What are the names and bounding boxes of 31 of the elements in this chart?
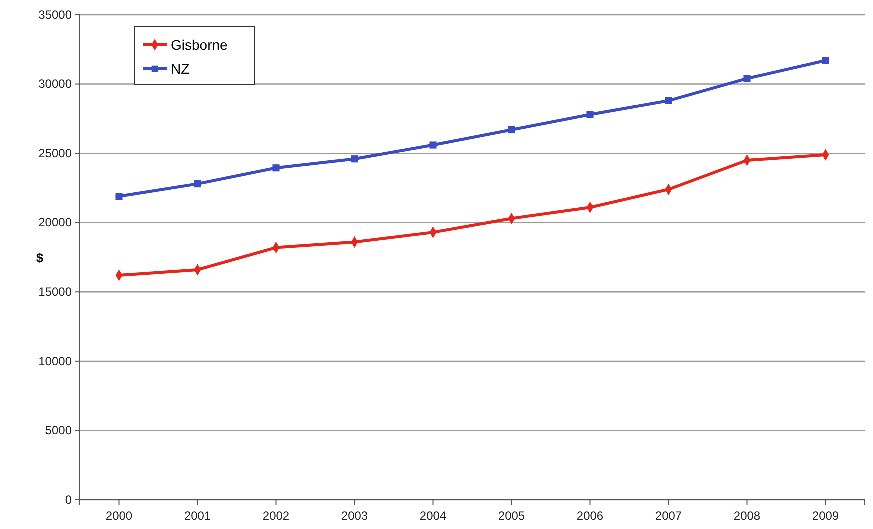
legend-label: NZ xyxy=(171,61,190,77)
point xyxy=(272,164,280,172)
point xyxy=(586,111,594,118)
y-tick-label: 10000 xyxy=(38,354,72,368)
x-tick-label: 2005 xyxy=(498,509,526,523)
point xyxy=(822,57,830,64)
point xyxy=(665,97,672,104)
x-tick-label: 2003 xyxy=(341,509,368,523)
point xyxy=(351,156,358,163)
legend-label: Gisborne xyxy=(171,37,228,53)
point xyxy=(116,192,123,200)
x-tick-label: 2002 xyxy=(262,509,290,523)
y-tick-label: 35000 xyxy=(38,8,72,22)
x-tick-label: 2006 xyxy=(576,509,604,523)
point xyxy=(744,75,751,82)
point xyxy=(194,180,202,188)
point xyxy=(508,126,516,134)
x-tick-label: 2001 xyxy=(184,509,212,523)
x-tick-label: 2004 xyxy=(420,509,447,523)
x-tick-label: 2007 xyxy=(655,509,682,523)
y-tick-label: 30000 xyxy=(38,77,72,92)
x-tick-label: 2000 xyxy=(106,509,133,523)
x-tick-label: 2008 xyxy=(734,509,761,523)
y-tick-label: 15000 xyxy=(38,284,72,299)
y-axis-title: $ xyxy=(36,250,44,266)
x-tick-label: 2009 xyxy=(812,509,840,523)
point xyxy=(430,142,437,149)
y-tick-label: 25000 xyxy=(38,146,72,160)
y-tick-label: 5000 xyxy=(45,424,72,438)
y-tick-label: 20000 xyxy=(38,216,72,230)
y-tick-label: 0 xyxy=(65,492,72,507)
